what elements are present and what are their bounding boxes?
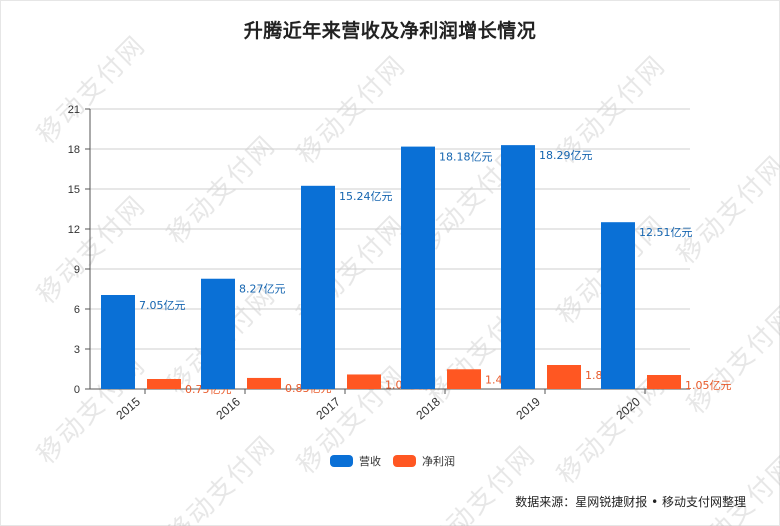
y-tick-label: 3	[74, 344, 80, 356]
chart-title: 升腾近年来营收及净利润增长情况	[243, 20, 537, 42]
y-tick-label: 21	[68, 104, 80, 116]
legend-swatch-revenue	[330, 455, 353, 467]
data-label-revenue: 18.29亿元	[539, 149, 593, 162]
legend-item-net-profit[interactable]: 净利润	[393, 453, 455, 469]
bar-net-profit[interactable]	[347, 374, 381, 389]
y-tick-label: 6	[74, 304, 80, 316]
bar-revenue[interactable]	[401, 146, 435, 389]
x-tick-label: 2015	[113, 394, 143, 422]
bar-net-profit[interactable]	[147, 379, 181, 389]
bar-revenue[interactable]	[601, 222, 635, 389]
legend: 营收 净利润	[330, 453, 467, 469]
data-label-revenue: 12.51亿元	[639, 226, 693, 239]
y-tick-label: 18	[68, 144, 80, 156]
legend-label-revenue: 营收	[359, 455, 381, 468]
data-label-revenue: 18.18亿元	[439, 151, 493, 164]
bar-net-profit[interactable]	[247, 377, 281, 389]
bar-net-profit[interactable]	[547, 365, 581, 389]
bar-revenue[interactable]	[101, 295, 135, 389]
bar-revenue[interactable]	[501, 145, 535, 389]
y-tick-label: 0	[74, 384, 80, 396]
x-tick-label: 2016	[213, 394, 243, 422]
y-tick-label: 9	[74, 264, 80, 276]
data-source-note: 数据来源：星网锐捷财报 • 移动支付网整理	[515, 495, 746, 509]
x-tick-label: 2019	[513, 394, 543, 422]
legend-label-net-profit: 净利润	[422, 455, 455, 468]
legend-swatch-net-profit	[393, 455, 416, 467]
y-tick-label: 15	[68, 184, 80, 196]
data-label-revenue: 7.05亿元	[139, 299, 186, 312]
y-tick-label: 12	[68, 224, 80, 236]
x-tick-label: 2020	[613, 394, 643, 422]
bar-net-profit[interactable]	[447, 369, 481, 389]
x-tick-label: 2017	[313, 394, 343, 422]
bar-revenue[interactable]	[201, 278, 235, 389]
bar-net-profit[interactable]	[647, 375, 681, 389]
legend-item-revenue[interactable]: 营收	[330, 453, 381, 469]
data-label-revenue: 15.24亿元	[339, 190, 393, 203]
data-label-revenue: 8.27亿元	[239, 283, 286, 296]
x-tick-label: 2018	[413, 394, 443, 422]
bar-revenue[interactable]	[301, 185, 335, 389]
data-label-net-profit: 1.05亿元	[685, 379, 732, 392]
